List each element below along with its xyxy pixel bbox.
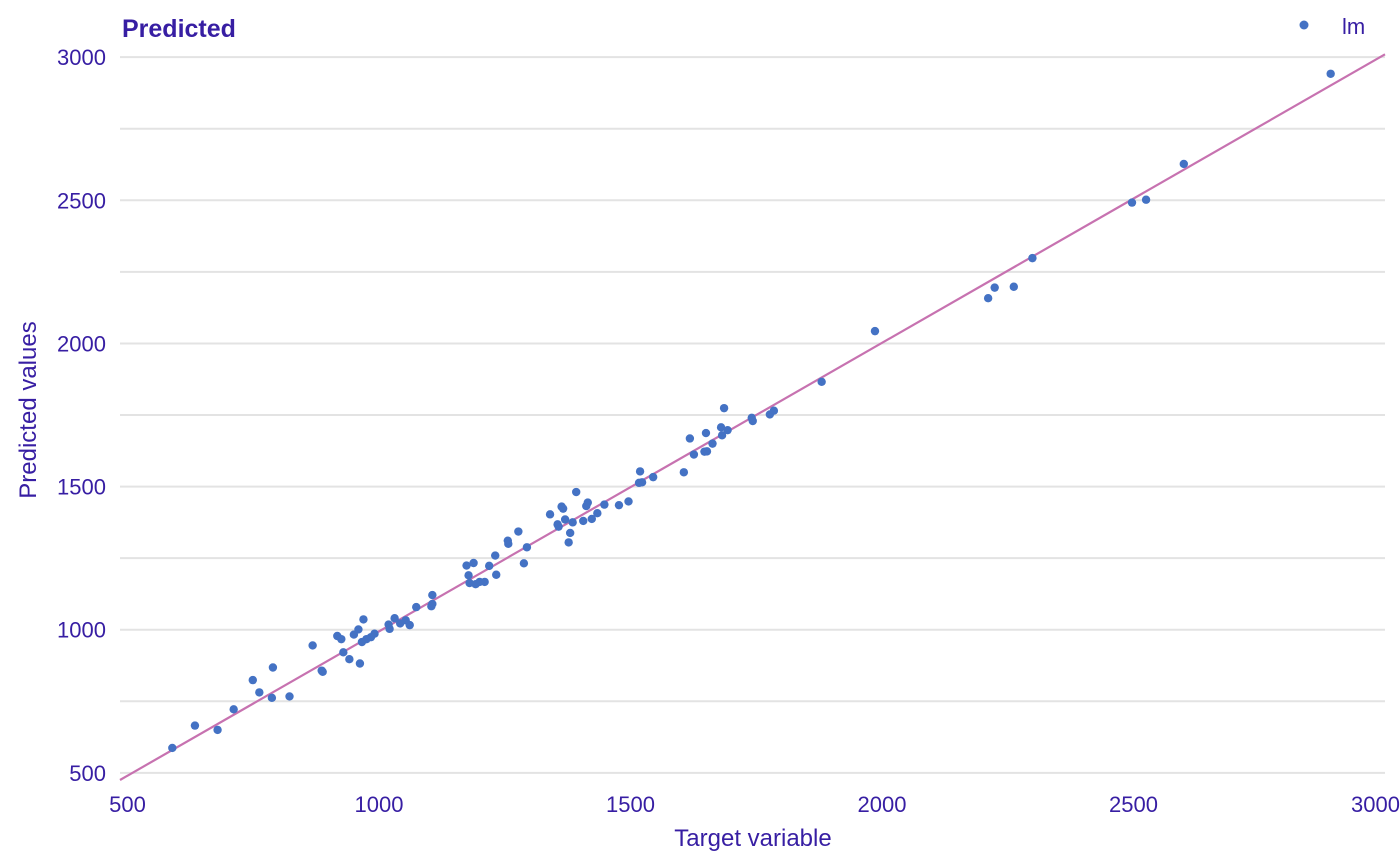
legend-marker [1299, 20, 1309, 30]
data-point [412, 602, 421, 612]
data-point [702, 447, 712, 456]
data-point [355, 659, 365, 668]
data-point [564, 538, 573, 547]
data-point [519, 559, 529, 568]
data-point [679, 468, 689, 477]
data-point [255, 688, 264, 697]
y-tick-label-3000: 3000 [57, 45, 106, 70]
data-point [491, 551, 500, 560]
x-tick-label-2500: 2500 [1109, 792, 1158, 817]
data-point [769, 406, 779, 415]
data-point [624, 497, 633, 506]
data-point [359, 615, 368, 624]
data-point [213, 725, 222, 735]
data-point [405, 620, 414, 630]
data-point [701, 428, 711, 438]
data-point [635, 467, 645, 476]
data-point [748, 416, 757, 426]
data-point [492, 570, 501, 579]
data-point [560, 515, 570, 524]
data-point [1009, 282, 1018, 291]
y-tick-label-1500: 1500 [57, 475, 106, 500]
legend: lm [1299, 14, 1365, 39]
data-point [817, 377, 826, 387]
data-point [708, 439, 717, 448]
data-point [462, 561, 471, 570]
x-tick-label-2000: 2000 [858, 792, 907, 817]
data-point [568, 518, 577, 527]
data-point [345, 654, 354, 664]
data-point [285, 692, 294, 701]
data-point [469, 558, 478, 568]
data-point [190, 721, 200, 730]
data-point [600, 500, 609, 509]
data-point [719, 403, 729, 413]
data-point [717, 431, 727, 440]
data-point [870, 326, 880, 336]
y-axis-ticks: 500 1000 1500 2000 2500 3000 [57, 45, 106, 786]
data-point [267, 693, 277, 703]
data-point [637, 478, 647, 487]
x-tick-label-1000: 1000 [355, 792, 404, 817]
data-point [593, 508, 602, 518]
data-point [354, 625, 363, 634]
data-point [583, 498, 592, 507]
data-point [337, 634, 346, 644]
x-tick-label-500: 500 [109, 792, 146, 817]
data-point [229, 705, 238, 714]
data-point [689, 450, 699, 459]
data-point [565, 528, 575, 538]
data-point [1179, 159, 1189, 169]
data-point [723, 425, 732, 435]
data-point [587, 514, 596, 524]
data-point [1326, 69, 1335, 78]
y-tick-label-2000: 2000 [57, 331, 106, 356]
data-point [168, 743, 177, 753]
data-point [545, 510, 555, 519]
data-point [1028, 253, 1037, 263]
data-point [308, 641, 317, 650]
data-point [572, 487, 581, 497]
data-point [1127, 198, 1137, 207]
data-point [614, 500, 624, 510]
data-point [390, 614, 399, 623]
data-point [990, 283, 999, 292]
data-point [464, 571, 473, 580]
data-point [370, 629, 379, 638]
data-point [558, 504, 568, 513]
x-tick-label-3000: 3000 [1351, 792, 1400, 817]
data-point [268, 663, 278, 672]
data-point [385, 624, 394, 634]
data-point [318, 667, 327, 676]
x-axis-title: Target variable [674, 825, 831, 852]
data-point [522, 543, 532, 552]
data-point [554, 522, 563, 531]
data-point [648, 472, 658, 482]
data-point [480, 577, 489, 587]
data-point [514, 527, 523, 536]
data-point [504, 539, 513, 549]
data-point [685, 434, 695, 443]
x-axis-ticks: 500 1000 1500 2000 2500 3000 [109, 792, 1400, 817]
y-tick-label-500: 500 [69, 761, 106, 786]
y-tick-label-1000: 1000 [57, 618, 106, 643]
data-point [1141, 195, 1151, 204]
data-point [339, 648, 348, 657]
y-axis-title: Predicted values [15, 321, 42, 498]
y-tick-label-2500: 2500 [57, 188, 106, 213]
chart-title: Predicted [122, 15, 236, 43]
data-point [716, 423, 726, 432]
data-point [983, 294, 993, 303]
data-points [168, 69, 1335, 753]
data-point [579, 516, 588, 526]
legend-label-lm: lm [1342, 14, 1365, 39]
data-point [484, 561, 494, 571]
data-point [428, 590, 437, 600]
x-tick-label-1500: 1500 [606, 792, 655, 817]
data-point [248, 675, 257, 685]
data-point [428, 599, 437, 609]
